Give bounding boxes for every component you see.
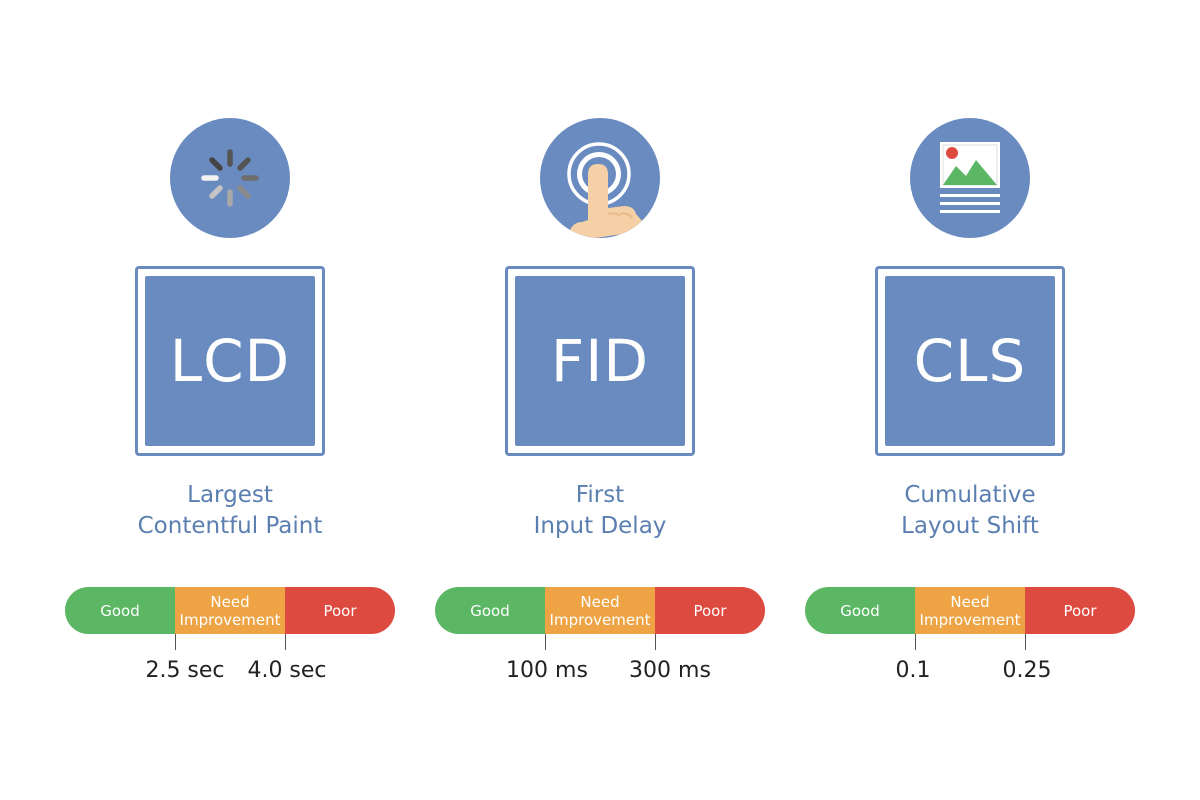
metric-cls: CLS Cumulative Layout Shift Good Need Im… [805, 0, 1135, 800]
scale-poor-label: Poor [323, 601, 357, 620]
scale-mid-label-line-2: Improvement [179, 610, 281, 629]
image-layout-icon [910, 118, 1030, 238]
threshold-label-1: 2.5 sec [145, 658, 225, 683]
scale-need-improvement-segment: Need Improvement [175, 587, 285, 634]
scale-good-segment: Good [435, 587, 545, 634]
metric-abbreviation: FID [550, 327, 650, 395]
scale-mid-label-line-1: Need [210, 592, 250, 611]
metric-tile: CLS [875, 266, 1065, 456]
metric-tile-inner: CLS [885, 276, 1055, 446]
metric-name-line-1: Largest [187, 482, 273, 508]
scale-poor-label: Poor [1063, 601, 1097, 620]
metric-abbreviation: CLS [913, 327, 1027, 395]
threshold-label-2: 300 ms [629, 658, 711, 683]
metric-name-line-1: First [575, 482, 625, 508]
scale-mid-label-line-2: Improvement [919, 610, 1021, 629]
threshold-tick-2 [1025, 634, 1026, 650]
threshold-scale: Good Need Improvement Poor [435, 587, 765, 634]
metric-name-line-2: Layout Shift [901, 513, 1039, 539]
loading-spinner-icon [170, 118, 290, 238]
threshold-tick-2 [655, 634, 656, 650]
scale-good-label: Good [840, 601, 880, 620]
metric-fid: FID First Input Delay Good Need Improvem… [435, 0, 765, 800]
threshold-scale: Good Need Improvement Poor [65, 587, 395, 634]
metric-full-name: First Input Delay [435, 480, 765, 542]
threshold-scale: Good Need Improvement Poor [805, 587, 1135, 634]
metric-tile-inner: FID [515, 276, 685, 446]
scale-good-segment: Good [65, 587, 175, 634]
scale-good-label: Good [470, 601, 510, 620]
threshold-tick-1 [175, 634, 176, 650]
scale-good-label: Good [100, 601, 140, 620]
metric-lcd: LCD Largest Contentful Paint Good Need I… [65, 0, 395, 800]
metric-full-name: Largest Contentful Paint [65, 480, 395, 542]
threshold-label-2: 0.25 [1002, 658, 1052, 683]
metric-tile: FID [505, 266, 695, 456]
metric-tile-inner: LCD [145, 276, 315, 446]
metric-name-line-1: Cumulative [904, 482, 1036, 508]
finger-tap-icon [540, 118, 660, 238]
scale-mid-label-line-1: Need [950, 592, 990, 611]
threshold-label-2: 4.0 sec [247, 658, 327, 683]
metric-name-line-2: Input Delay [533, 513, 667, 539]
threshold-tick-1 [915, 634, 916, 650]
scale-poor-segment: Poor [285, 587, 395, 634]
metric-abbreviation: LCD [169, 327, 291, 395]
metric-name-line-2: Contentful Paint [137, 513, 323, 539]
scale-poor-label: Poor [693, 601, 727, 620]
threshold-tick-1 [545, 634, 546, 650]
metric-full-name: Cumulative Layout Shift [805, 480, 1135, 542]
metric-tile: LCD [135, 266, 325, 456]
scale-poor-segment: Poor [1025, 587, 1135, 634]
threshold-tick-2 [285, 634, 286, 650]
scale-need-improvement-segment: Need Improvement [545, 587, 655, 634]
scale-need-improvement-segment: Need Improvement [915, 587, 1025, 634]
scale-poor-segment: Poor [655, 587, 765, 634]
scale-mid-label-line-2: Improvement [549, 610, 651, 629]
threshold-label-1: 100 ms [506, 658, 588, 683]
scale-good-segment: Good [805, 587, 915, 634]
threshold-label-1: 0.1 [895, 658, 931, 683]
scale-mid-label-line-1: Need [580, 592, 620, 611]
